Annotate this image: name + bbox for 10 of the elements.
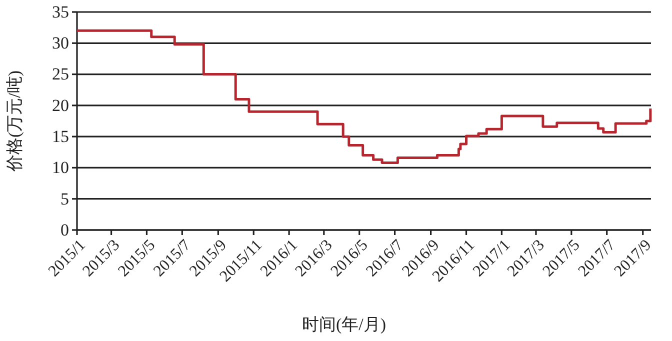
y-tick-label: 35 <box>52 2 69 22</box>
y-tick-label: 20 <box>52 96 69 115</box>
y-tick-label: 10 <box>52 158 69 178</box>
y-tick-label: 0 <box>60 220 69 240</box>
y-tick-label: 15 <box>52 127 69 146</box>
y-tick-label: 30 <box>52 34 69 53</box>
y-axis-title: 价格(万元/吨) <box>5 70 24 173</box>
y-tick-label: 25 <box>52 64 69 84</box>
y-tick-label: 5 <box>60 189 69 208</box>
x-axis-title: 时间(年/月) <box>302 315 386 334</box>
